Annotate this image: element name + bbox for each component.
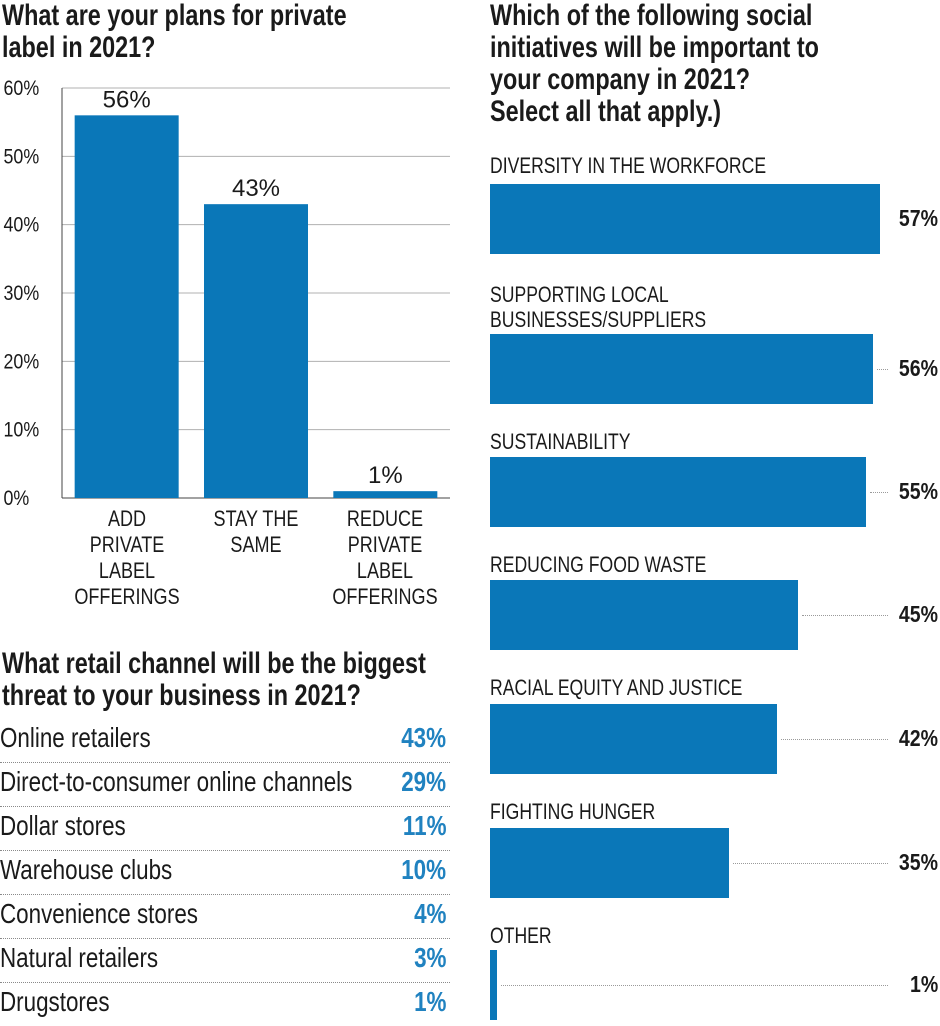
bar — [490, 704, 778, 774]
table-row: Dollar stores 11% — [0, 806, 450, 851]
initiative-label: DIVERSITY IN THE WORKFORCE — [490, 153, 767, 178]
initiative-label: RACIAL EQUITY AND JUSTICE — [490, 675, 743, 700]
channel-value: 4% — [413, 898, 446, 929]
y-tick-label: 30% — [3, 282, 39, 306]
x-category-label: ADD PRIVATE LABEL OFFERINGS — [74, 506, 180, 609]
bar-value-label: 1% — [368, 462, 403, 489]
channel-value: 29% — [401, 766, 446, 797]
y-tick-label: 0% — [3, 487, 29, 510]
table-row: Convenience stores 4% — [0, 894, 450, 939]
channel-label: Direct-to-consumer online channels — [0, 766, 353, 797]
initiative-value: 56% — [898, 355, 938, 381]
guide-line — [733, 863, 888, 864]
initiative-value: 35% — [898, 849, 938, 875]
bar — [490, 950, 497, 1020]
channel-value: 1% — [413, 986, 446, 1017]
initiative-label: OTHER — [490, 923, 552, 948]
bar — [490, 457, 867, 527]
guide-line — [801, 615, 888, 616]
q2-title-line2: threat to your business in 2021? — [2, 679, 361, 712]
y-tick-label: 60% — [3, 77, 39, 101]
bar — [490, 184, 880, 254]
bar — [490, 828, 730, 898]
guide-line — [500, 985, 888, 986]
channel-label: Drugstores — [0, 986, 110, 1017]
table-row: Warehouse clubs 10% — [0, 850, 450, 895]
q1-title-line2: label in 2021? — [2, 31, 156, 64]
y-tick-label: 10% — [3, 418, 39, 442]
q3-title-line2: initiatives will be important to — [490, 31, 819, 64]
q3-title-line4: Select all that apply.) — [490, 95, 722, 128]
initiative-value: 1% — [909, 971, 938, 997]
channel-value: 10% — [401, 854, 446, 885]
guide-line — [877, 369, 888, 370]
q1-title-line1: What are your plans for private — [2, 0, 347, 32]
channel-label: Online retailers — [0, 722, 151, 753]
initiative-value: 45% — [898, 601, 938, 627]
channel-label: Warehouse clubs — [0, 854, 173, 885]
guide-line — [781, 739, 888, 740]
initiative-value: 55% — [898, 478, 938, 504]
table-row: Drugstores 1% — [0, 982, 450, 1026]
channel-value: 43% — [401, 722, 446, 753]
guide-line — [870, 492, 888, 493]
initiative-value: 57% — [898, 205, 938, 231]
table-row: Natural retailers 3% — [0, 938, 450, 983]
bar — [74, 115, 179, 499]
y-tick-label: 50% — [3, 145, 39, 169]
q2-title-line1: What retail channel will be the biggest — [2, 647, 426, 680]
bar — [204, 204, 308, 498]
bar-value-label: 43% — [232, 175, 280, 202]
channel-label: Natural retailers — [0, 942, 159, 973]
initiative-label: FIGHTING HUNGER — [490, 799, 656, 824]
bar — [490, 580, 798, 650]
table-row: Online retailers 43% — [0, 718, 450, 763]
channel-value: 11% — [402, 810, 446, 841]
table-row: Direct-to-consumer online channels 29% — [0, 762, 450, 807]
y-tick-label: 40% — [3, 213, 39, 237]
q3-title-line1: Which of the following social — [490, 0, 813, 32]
initiative-label: REDUCING FOOD WASTE — [490, 552, 707, 577]
bar-value-label: 56% — [103, 86, 151, 113]
initiative-label: SUPPORTING LOCAL BUSINESSES/SUPPLIERS — [490, 282, 707, 332]
channel-value: 3% — [413, 942, 446, 973]
x-category-label: STAY THE SAME — [213, 506, 299, 557]
bar — [490, 334, 874, 404]
x-category-label: REDUCE PRIVATE LABEL OFFERINGS — [332, 506, 438, 609]
channel-label: Convenience stores — [0, 898, 198, 929]
y-tick-label: 20% — [3, 350, 39, 374]
channel-label: Dollar stores — [0, 810, 126, 841]
bar — [333, 491, 438, 498]
q3-title-line3: your company in 2021? — [490, 63, 751, 96]
private-label-bar-chart: 0% 10% 20% 30% 40% 50% 60% 56% 43% 1% — [3, 77, 450, 510]
initiative-label: SUSTAINABILITY — [490, 429, 631, 454]
initiative-value: 42% — [898, 725, 938, 751]
